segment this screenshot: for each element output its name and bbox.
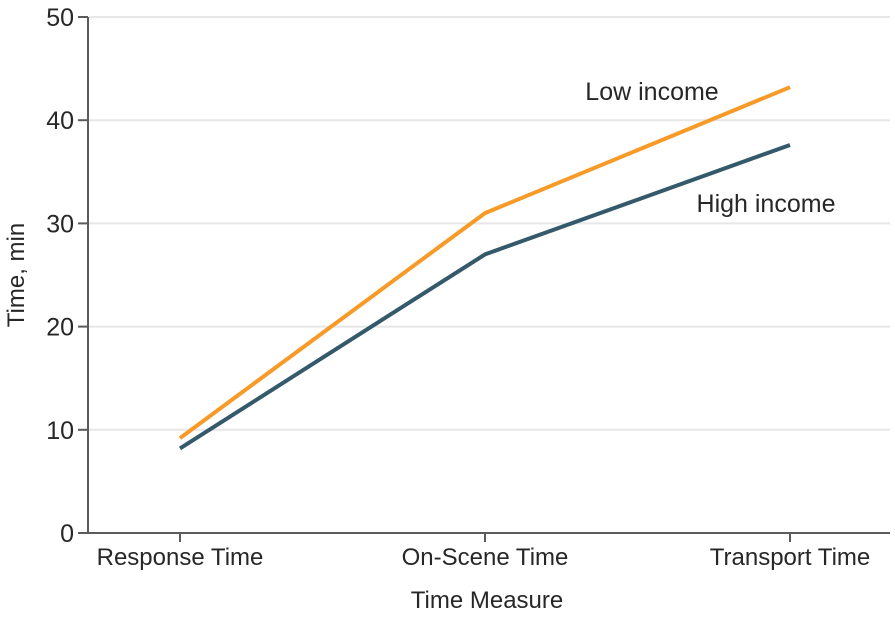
- y-tick-label-0: 0: [60, 520, 74, 548]
- series-line-high-income: [178, 143, 791, 451]
- x-tick-label-on-scene-time: On-Scene Time: [402, 544, 569, 571]
- y-tick-label-50: 50: [46, 4, 74, 32]
- gridlines-group: [89, 16, 890, 431]
- y-tick-label-20: 20: [46, 314, 74, 342]
- y-axis-title: Time, min: [3, 223, 30, 327]
- x-tick-label-transport-time: Transport Time: [710, 544, 871, 571]
- series-lines-group: [178, 85, 791, 451]
- series-line-low-income: [178, 85, 791, 440]
- x-axis-title: Time Measure: [411, 587, 563, 614]
- y-tick-label-40: 40: [46, 107, 74, 135]
- x-tick-labels-group: Response Time On-Scene Time Transport Time: [97, 544, 871, 571]
- y-tick-label-10: 10: [46, 417, 74, 445]
- y-tick-labels-group: 0 10 20 30 40 50: [46, 4, 74, 548]
- series-label-high-income: High income: [697, 190, 836, 218]
- series-label-low-income: Low income: [585, 78, 718, 106]
- y-tick-label-30: 30: [46, 210, 74, 238]
- x-tick-label-response-time: Response Time: [97, 544, 264, 571]
- axes-group: [78, 16, 890, 542]
